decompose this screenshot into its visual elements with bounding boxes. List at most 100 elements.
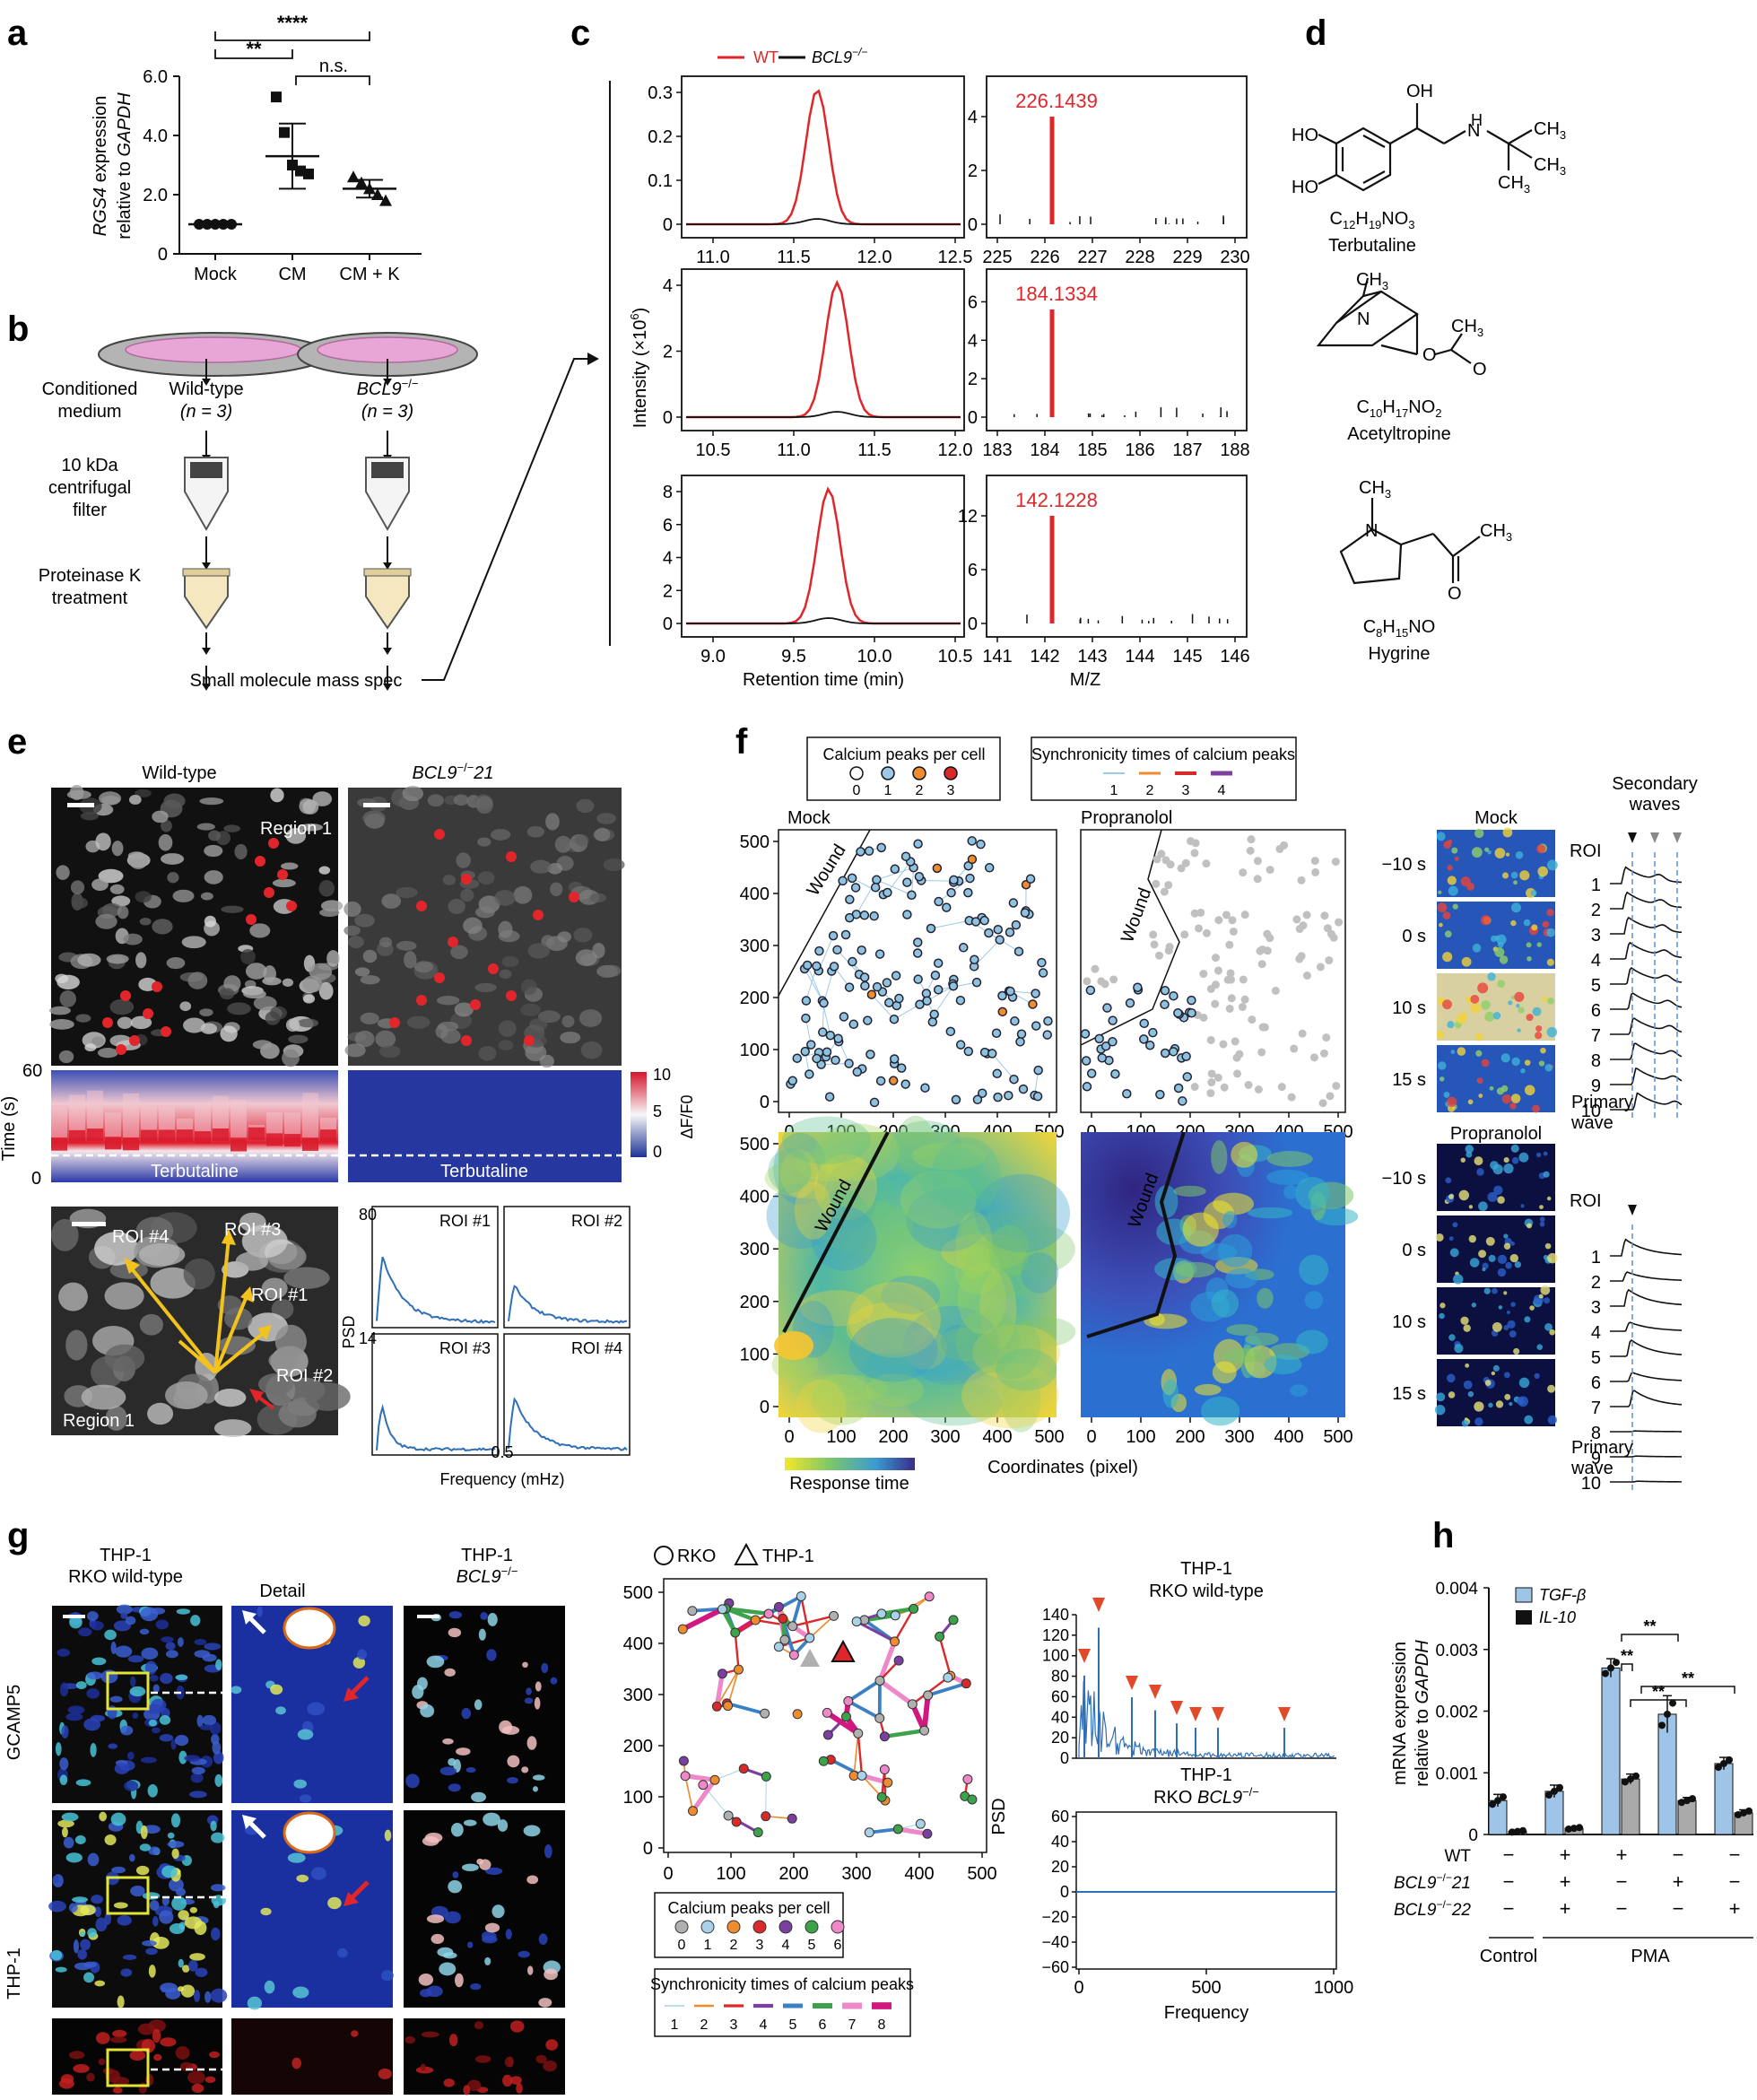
f-cell-node [812,961,822,972]
f-cell-node [1211,954,1220,963]
svg-text:OH: OH [1406,82,1433,101]
g-cell-node [924,1591,935,1602]
c-mz-plot [986,268,1248,431]
f-cell-node [1005,986,1015,997]
f-cell-node [825,1030,836,1041]
f-cell-node [1254,1085,1263,1094]
c-mz-tick: 226 [1030,248,1059,267]
panel-b-workflow: Conditioned medium Wild-type (n = 3) BCL… [39,81,611,691]
f-cell-node [850,883,861,893]
g-net-ytick: 100 [623,1788,653,1808]
e-active-cell [120,990,131,1001]
g-thp-node [831,1639,856,1662]
f-cell-node [1277,1083,1286,1092]
f-cell-node [870,882,881,893]
g-sync-edge [790,1595,804,1627]
f-roi-num: 8 [1591,1051,1601,1071]
f-cell-node [847,873,857,884]
f-cell-node [1302,911,1311,919]
c-mz-tick: 145 [1172,647,1202,667]
f-cell-node [869,1097,880,1108]
c-rt-ytick: 2 [663,581,673,601]
c-rt-plot [681,475,965,638]
g-legend-dot [831,1920,845,1934]
f-ytick: 0 [760,1398,770,1417]
f-cell-node [1290,1044,1299,1053]
h-point [1519,1826,1527,1834]
f-cell-node [1311,867,1320,876]
e-time-0: 0 [31,1169,41,1189]
g-cell-node [890,1636,900,1647]
f-ytick: 100 [740,1345,770,1364]
f-xtick: 500 [1034,1427,1064,1447]
f-cell-node [805,1069,814,1079]
f-cell-node [1031,1021,1041,1031]
f-cell-node [1190,1083,1199,1092]
f-cell-node [1329,933,1338,942]
g-legend-dot [674,1920,689,1934]
f-cell-node [1238,1003,1247,1012]
h-ytick: 0.002 [1435,1704,1478,1722]
f-secondary-1: Secondary [1612,774,1698,794]
e-active-cell [434,829,445,840]
g-cell-node [698,1780,709,1791]
g-psd-wt-2: RKO wild-type [1149,1582,1264,1601]
e-psd-box [503,1333,631,1456]
f-cell-node [824,1092,835,1102]
e-psd-title: ROI #2 [571,1212,622,1230]
f-legend-num: 2 [1146,783,1154,798]
f-time-label: 10 s [1392,1312,1426,1332]
c-mz-plot [986,475,1248,638]
d-name-2: Acetyltropine [1347,424,1451,444]
g-net-xtick: 200 [778,1864,808,1884]
f-ytick: 0 [760,1093,770,1112]
a-category: CM [278,265,306,284]
g-cell-node [750,1615,761,1625]
f-roi-bot: ROI [1570,1191,1602,1211]
g-sync-edge [726,1702,766,1715]
f-xtick: 300 [1224,1427,1254,1447]
e-active-cell [246,914,257,925]
f-legend-num: 4 [1218,783,1226,798]
g-sync-edge [847,1699,881,1721]
f-cell-node [993,925,1004,935]
e-psd-box [371,1333,499,1456]
c-rt-ytick: 2 [663,343,673,362]
f-xtick: 100 [1126,1427,1155,1447]
g-gcamp: GCAMP5 [4,1685,24,1760]
f-cell-node [1256,946,1265,955]
f-cell-node [801,1013,811,1024]
c-peak-label: 142.1228 [1015,489,1098,511]
f-cell-node [890,864,900,875]
f-roi-num: 1 [1591,1248,1601,1268]
f-cell-node [1139,1018,1149,1029]
f-cell-node [876,842,886,853]
c-ko-trace [686,411,961,418]
f-cell-node [913,974,923,984]
f-cell-node [1331,858,1340,867]
c-mz-tick: 227 [1077,248,1107,267]
f-cell-node [828,930,839,941]
g-psd-peak-icon [1078,1649,1091,1663]
g-cell-node [851,1616,862,1627]
g-psd-peak-icon [1278,1707,1291,1721]
g-sync-edge [681,1607,724,1632]
g-thp-ko-1: THP-1 [461,1546,513,1565]
f-roi-trace [1610,992,1683,1010]
f-cell-node [1152,879,1161,888]
f-cell-node [866,989,877,999]
f-cell-node [927,1016,938,1027]
f-cell-node [976,839,986,850]
f-cell-node [1226,969,1235,978]
g-legend-num: 5 [808,1938,816,1953]
h-row-sign: − [1673,1843,1684,1866]
f-cell-node [900,1079,910,1089]
f-cell-node [1091,964,1100,973]
g-sync-edge [714,1673,725,1707]
f-cell-node [1086,1068,1097,1078]
f-cell-node [884,998,894,1007]
panel-g: THP-1 RKO wild-type Detail THP-1 BCL9−/−… [4,1542,1353,2096]
f-cell-node [844,1059,854,1068]
c-mz-tick: 185 [1077,440,1107,460]
